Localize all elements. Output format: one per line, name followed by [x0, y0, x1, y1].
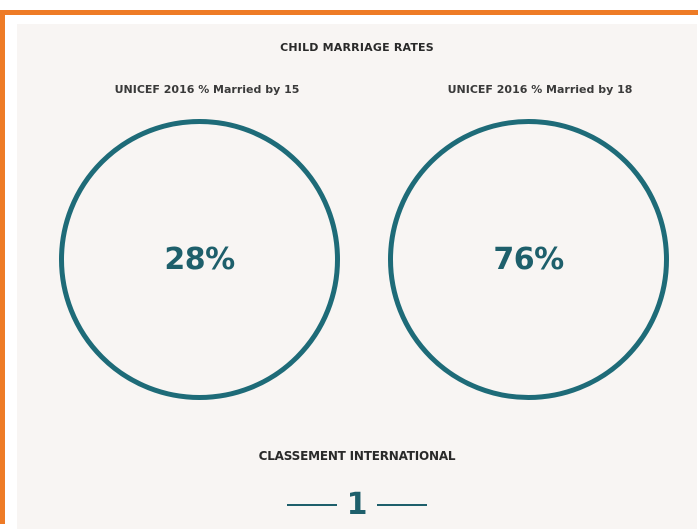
ranking-title: CLASSEMENT INTERNATIONAL	[258, 449, 456, 463]
stat-value-married-by-15: 28%	[164, 242, 235, 277]
stat-circle-married-by-15: 28%	[59, 119, 340, 400]
content-panel: CHILD MARRIAGE RATES UNICEF 2016 % Marri…	[17, 24, 697, 529]
stat-label-married-by-18: UNICEF 2016 % Married by 18	[447, 83, 633, 96]
stat-value-married-by-18: 76%	[493, 242, 564, 277]
ranking-row: 1	[17, 487, 697, 523]
ranking-value: 1	[346, 487, 368, 522]
orange-frame: CHILD MARRIAGE RATES UNICEF 2016 % Marri…	[0, 10, 698, 529]
stat-label-married-by-15: UNICEF 2016 % Married by 15	[114, 83, 300, 96]
ranking-left-rule	[286, 504, 337, 506]
ranking-right-rule	[377, 504, 428, 506]
section-title: CHILD MARRIAGE RATES	[280, 41, 434, 54]
stat-circle-married-by-18: 76%	[388, 119, 669, 400]
